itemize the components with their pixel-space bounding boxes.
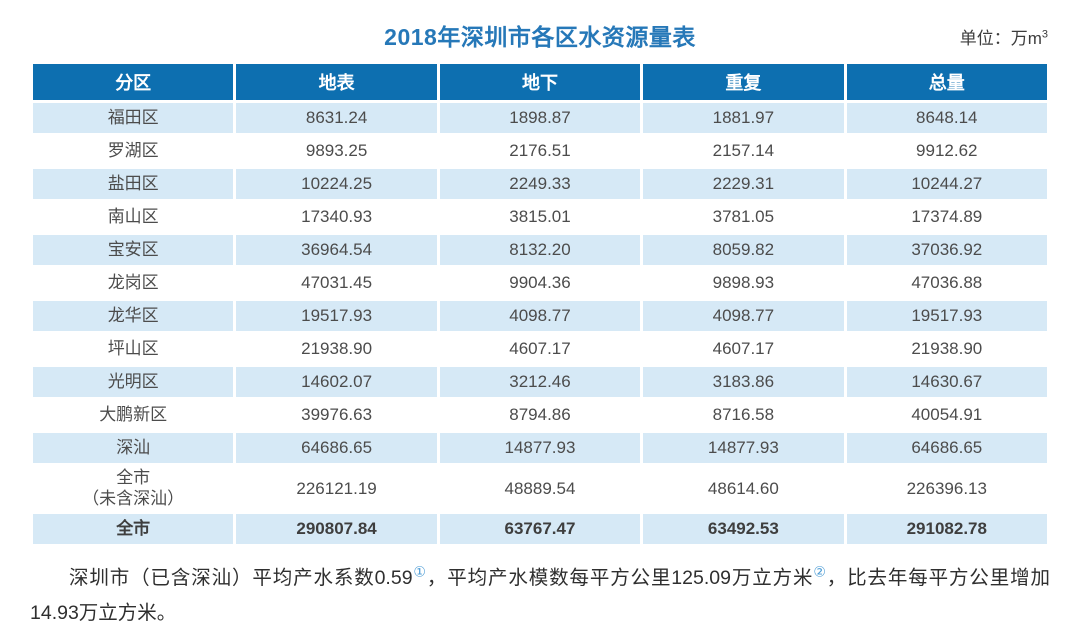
value-cell: 2229.31 — [643, 169, 844, 199]
table-row: 坪山区 21938.90 4607.17 4607.17 21938.90 — [33, 334, 1047, 364]
value-cell: 4607.17 — [439, 334, 641, 364]
value-cell: 63767.47 — [439, 513, 641, 544]
table-row: 全市 290807.84 63767.47 63492.53 291082.78 — [33, 513, 1047, 544]
table-row: 盐田区 10224.25 2249.33 2229.31 10244.27 — [33, 169, 1047, 199]
table-body: 福田区 8631.24 1898.87 1881.97 8648.14 罗湖区 9893.2… — [33, 103, 1047, 544]
value-cell: 8132.20 — [439, 235, 641, 265]
value-cell: 2249.33 — [439, 169, 641, 199]
value-cell: 36964.54 — [236, 235, 437, 265]
value-cell: 3781.05 — [643, 202, 844, 232]
value-cell: 48614.60 — [643, 466, 844, 511]
footnote-text-2: ，平均产水模数每平方公里125.09万立方米 — [426, 566, 814, 589]
column-header-surface: 地表 — [236, 64, 437, 100]
table-row: 光明区 14602.07 3212.46 3183.86 14630.67 — [33, 367, 1047, 397]
value-cell: 39976.63 — [236, 400, 437, 430]
column-header-district: 分区 — [33, 64, 234, 100]
value-cell: 47031.45 — [236, 268, 437, 298]
value-cell: 291082.78 — [846, 513, 1047, 544]
value-cell: 14877.93 — [439, 433, 641, 463]
district-cell: 宝安区 — [33, 235, 234, 265]
value-cell: 226396.13 — [846, 466, 1047, 511]
table-row: 龙岗区 47031.45 9904.36 9898.93 47036.88 — [33, 268, 1047, 298]
value-cell: 10224.25 — [236, 169, 437, 199]
district-cell: 福田区 — [33, 103, 234, 133]
value-cell: 9893.25 — [236, 136, 437, 166]
table-row: 深汕 64686.65 14877.93 14877.93 64686.65 — [33, 433, 1047, 463]
value-cell: 63492.53 — [643, 513, 844, 544]
unit-label: 单位：万m3 — [960, 24, 1048, 49]
value-cell: 9912.62 — [846, 136, 1047, 166]
table-row: 全市 （未含深汕） 226121.19 48889.54 48614.60 226396.… — [33, 466, 1047, 511]
table-header-area: 2018年深圳市各区水资源量表 单位：万m3 — [30, 12, 1050, 54]
value-cell: 10244.27 — [846, 169, 1047, 199]
table-row: 南山区 17340.93 3815.01 3781.05 17374.89 — [33, 202, 1047, 232]
table-row: 宝安区 36964.54 8132.20 8059.82 37036.92 — [33, 235, 1047, 265]
value-cell: 8716.58 — [643, 400, 844, 430]
table-row: 福田区 8631.24 1898.87 1881.97 8648.14 — [33, 103, 1047, 133]
value-cell: 2176.51 — [439, 136, 641, 166]
table-head: 分区 地表 地下 重复 总量 — [33, 64, 1047, 100]
value-cell: 8631.24 — [236, 103, 437, 133]
value-cell: 3212.46 — [439, 367, 641, 397]
page: 2018年深圳市各区水资源量表 单位：万m3 分区 地表 地下 重复 总量 福田… — [30, 12, 1050, 631]
table-row: 罗湖区 9893.25 2176.51 2157.14 9912.62 — [33, 136, 1047, 166]
value-cell: 37036.92 — [846, 235, 1047, 265]
value-cell: 4098.77 — [643, 301, 844, 331]
value-cell: 40054.91 — [846, 400, 1047, 430]
value-cell: 8648.14 — [846, 103, 1047, 133]
column-header-overlap: 重复 — [643, 64, 844, 100]
value-cell: 64686.65 — [236, 433, 437, 463]
district-cell: 光明区 — [33, 367, 234, 397]
district-cell: 全市 （未含深汕） — [33, 466, 234, 511]
value-cell: 64686.65 — [846, 433, 1047, 463]
district-cell: 大鹏新区 — [33, 400, 234, 430]
value-cell: 48889.54 — [439, 466, 641, 511]
value-cell: 14630.67 — [846, 367, 1047, 397]
value-cell: 9904.36 — [439, 268, 641, 298]
district-cell: 深汕 — [33, 433, 234, 463]
value-cell: 19517.93 — [236, 301, 437, 331]
unit-exponent: 3 — [1041, 28, 1048, 41]
district-cell: 龙华区 — [33, 301, 234, 331]
value-cell: 14602.07 — [236, 367, 437, 397]
value-cell: 226121.19 — [236, 466, 437, 511]
value-cell: 1881.97 — [643, 103, 844, 133]
unit-text: 单位：万m — [959, 29, 1042, 48]
table-row: 大鹏新区 39976.63 8794.86 8716.58 40054.91 — [33, 400, 1047, 430]
value-cell: 4098.77 — [439, 301, 641, 331]
value-cell: 4607.17 — [643, 334, 844, 364]
value-cell: 47036.88 — [846, 268, 1047, 298]
value-cell: 21938.90 — [236, 334, 437, 364]
value-cell: 9898.93 — [643, 268, 844, 298]
value-cell: 21938.90 — [846, 334, 1047, 364]
district-cell: 罗湖区 — [33, 136, 234, 166]
footnote-ref-1: ① — [412, 563, 427, 579]
district-cell: 盐田区 — [33, 169, 234, 199]
footnote: 深圳市（已含深汕）平均产水系数0.59①，平均产水模数每平方公里125.09万立… — [30, 561, 1050, 631]
footnote-text-3: ，比去年每平方公里增加14.93万立方米。 — [30, 566, 1050, 624]
footnote-ref-2: ② — [813, 563, 827, 579]
value-cell: 1898.87 — [439, 103, 641, 133]
page-title: 2018年深圳市各区水资源量表 — [384, 24, 696, 50]
value-cell: 17374.89 — [846, 202, 1047, 232]
value-cell: 17340.93 — [236, 202, 437, 232]
water-resources-table: 分区 地表 地下 重复 总量 福田区 8631.24 1898.87 1881.97 8… — [30, 61, 1050, 547]
value-cell: 8059.82 — [643, 235, 844, 265]
district-cell: 龙岗区 — [33, 268, 234, 298]
value-cell: 8794.86 — [439, 400, 641, 430]
value-cell: 14877.93 — [643, 433, 844, 463]
district-cell: 坪山区 — [33, 334, 234, 364]
value-cell: 290807.84 — [236, 513, 437, 544]
footnote-text-1: 深圳市（已含深汕）平均产水系数0.59 — [69, 566, 413, 589]
column-header-total: 总量 — [846, 64, 1047, 100]
column-header-underground: 地下 — [439, 64, 641, 100]
district-cell: 全市 — [33, 513, 234, 544]
header-row: 分区 地表 地下 重复 总量 — [33, 64, 1047, 100]
value-cell: 2157.14 — [643, 136, 844, 166]
district-cell: 南山区 — [33, 202, 234, 232]
table-row: 龙华区 19517.93 4098.77 4098.77 19517.93 — [33, 301, 1047, 331]
value-cell: 3183.86 — [643, 367, 844, 397]
value-cell: 3815.01 — [439, 202, 641, 232]
value-cell: 19517.93 — [846, 301, 1047, 331]
